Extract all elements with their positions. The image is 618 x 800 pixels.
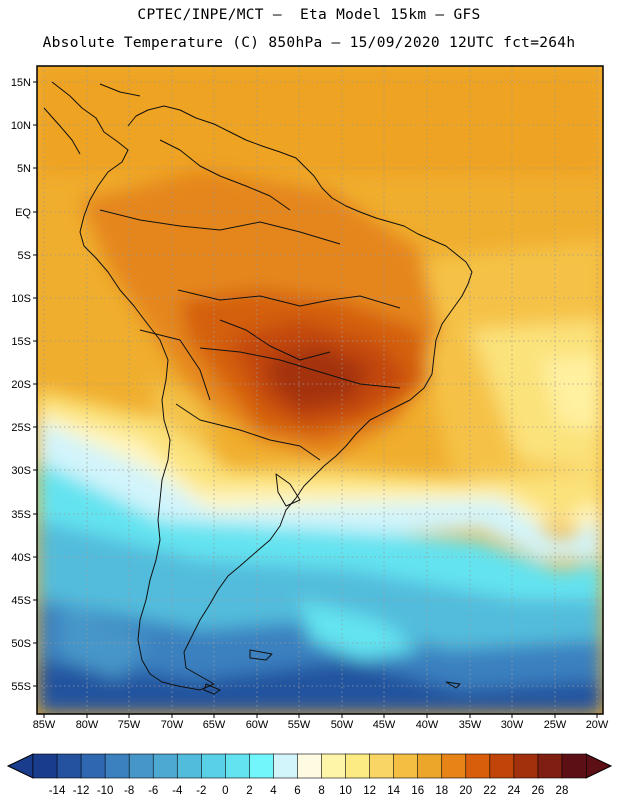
colorbar-cell — [489, 753, 515, 779]
lat-label: 35S — [11, 509, 31, 521]
colorbar-label: -10 — [97, 785, 114, 797]
lat-label: 20S — [11, 379, 31, 391]
lat-label: 55S — [11, 681, 31, 693]
colorbar-label: -6 — [148, 785, 158, 797]
lon-label: 25W — [544, 719, 567, 731]
colorbar-cell — [417, 753, 443, 779]
colorbar-label: 18 — [435, 785, 448, 797]
lat-label: 10S — [11, 293, 31, 305]
lon-label: 30W — [501, 719, 524, 731]
colorbar-label: -14 — [49, 785, 66, 797]
map-frame — [36, 65, 604, 715]
map-title: CPTEC/INPE/MCT – Eta Model 15km – GFS — [137, 7, 481, 23]
colorbar-label: -8 — [124, 785, 134, 797]
colorbar-label: 8 — [318, 785, 324, 797]
lat-label: EQ — [15, 207, 31, 219]
colorbar-label: -12 — [73, 785, 90, 797]
colorbar-label: 16 — [411, 785, 424, 797]
colorbar-label: 28 — [556, 785, 569, 797]
colorbar-cell — [249, 753, 275, 779]
colorbar-cell — [393, 753, 419, 779]
colorbar-cell — [80, 753, 106, 779]
lat-label: 30S — [11, 465, 31, 477]
colorbar-cell — [104, 753, 130, 779]
colorbar-label: 24 — [507, 785, 520, 797]
lon-label: 75W — [118, 719, 141, 731]
lat-label: 40S — [11, 552, 31, 564]
colorbar-cell — [201, 753, 227, 779]
colorbar-cell — [176, 753, 203, 779]
colorbar-cell — [56, 753, 82, 779]
colorbar-cell — [225, 753, 251, 779]
colorbar-cell — [561, 753, 587, 779]
lat-label: 25S — [11, 422, 31, 434]
colorbar: -14 -12 -10 -8 -6 -4 -2 0 2 4 6 8 10 12 14 16 18 20 22 24 26… — [6, 753, 613, 797]
coastlines — [43, 81, 473, 695]
colorbar-cell — [152, 753, 178, 779]
grid-lines — [37, 66, 603, 714]
colorbar-cell — [128, 753, 154, 779]
lat-label: 10N — [11, 120, 31, 132]
lat-label: 15N — [11, 77, 31, 89]
colorbar-label: -2 — [196, 785, 206, 797]
colorbar-label: 12 — [363, 785, 376, 797]
colorbar-cell — [513, 753, 539, 779]
lon-label: 65W — [203, 719, 226, 731]
lat-ticks — [33, 81, 37, 687]
temperature-field — [37, 66, 603, 714]
map-subtitle: Absolute Temperature (C) 850hPa – 15/09/… — [42, 35, 576, 51]
colorbar-cell — [441, 753, 467, 779]
colorbar-low-arrow — [6, 753, 34, 779]
colorbar-label: -4 — [172, 785, 183, 797]
lat-label: 45S — [11, 595, 31, 607]
colorbar-cell — [345, 753, 371, 779]
lon-ticks — [43, 714, 598, 718]
lon-label: 70W — [161, 719, 184, 731]
colorbar-label: 6 — [294, 785, 300, 797]
lon-label: 55W — [288, 719, 311, 731]
lat-label: 50S — [11, 638, 31, 650]
colorbar-label: 0 — [222, 785, 228, 797]
colorbar-label: 4 — [270, 785, 277, 797]
lon-label: 45W — [373, 719, 396, 731]
lon-label: 40W — [416, 719, 439, 731]
lat-label: 5S — [18, 250, 31, 262]
lon-label: 35W — [459, 719, 482, 731]
colorbar-label: 22 — [483, 785, 496, 797]
colorbar-cell — [297, 753, 323, 779]
colorbar-label: 2 — [246, 785, 252, 797]
colorbar-cell — [369, 753, 395, 779]
lat-label: 5N — [17, 163, 31, 175]
colorbar-cell — [465, 753, 491, 779]
lon-label: 20W — [586, 719, 609, 731]
colorbar-cell — [273, 753, 299, 779]
lat-label: 15S — [11, 336, 31, 348]
colorbar-high-arrow — [585, 753, 613, 779]
lon-label: 85W — [33, 719, 56, 731]
colorbar-label: 14 — [387, 785, 400, 797]
colorbar-label: 20 — [459, 785, 472, 797]
colorbar-cell — [537, 753, 563, 779]
lon-label: 60W — [246, 719, 269, 731]
lon-label: 50W — [331, 719, 354, 731]
colorbar-cell — [321, 753, 347, 779]
colorbar-cell — [32, 753, 58, 779]
colorbar-label: 10 — [339, 785, 352, 797]
colorbar-label: 26 — [532, 785, 545, 797]
lon-label: 80W — [76, 719, 99, 731]
